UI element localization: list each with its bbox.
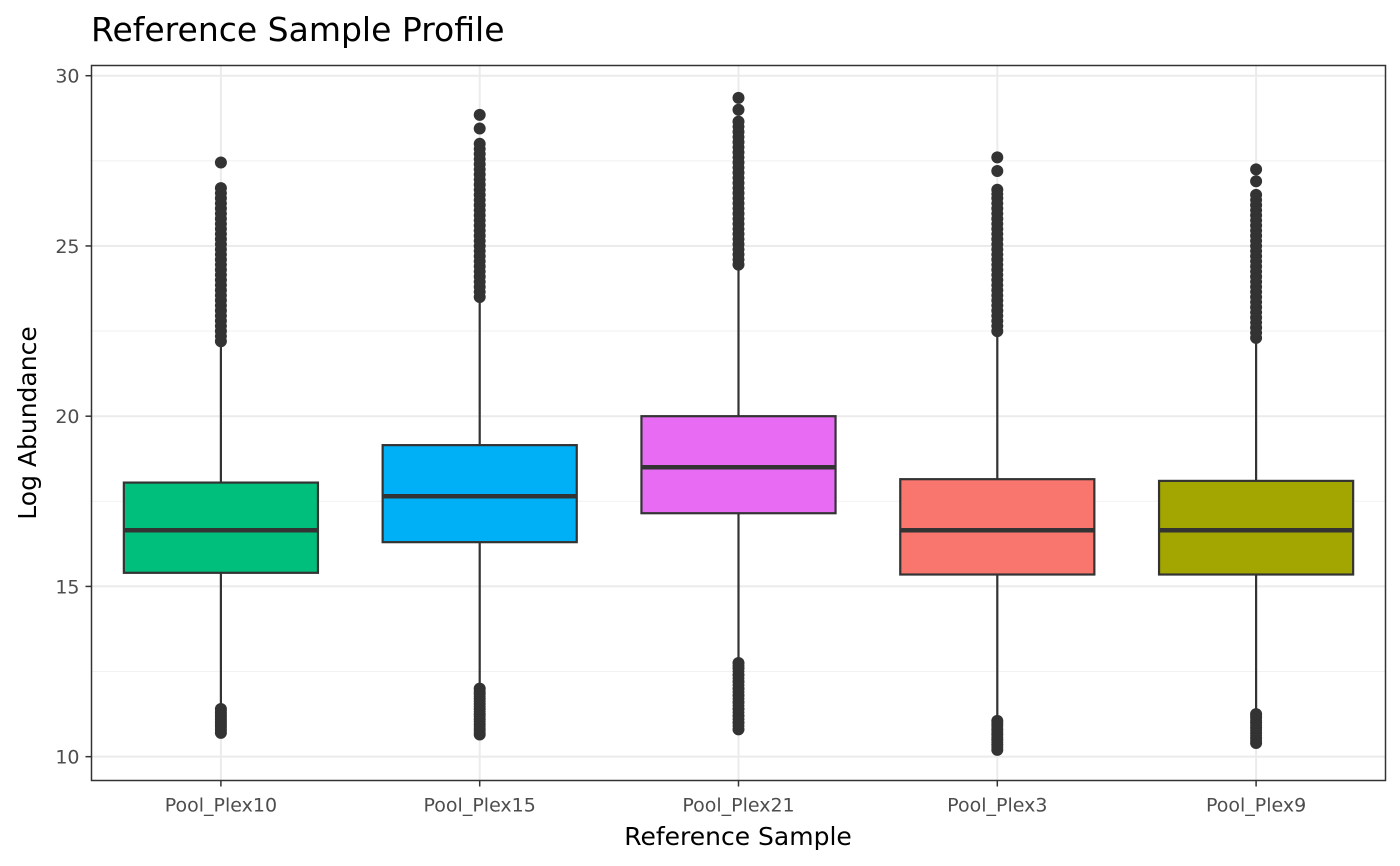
box-pool-plex21 — [640, 91, 837, 736]
x-tick-label: Pool_Plex3 — [947, 795, 1047, 817]
outlier-high — [1250, 175, 1263, 188]
y-axis: 10 15 20 25 30 — [55, 66, 92, 769]
outlier-low — [991, 714, 1004, 727]
box-iqr — [1157, 479, 1355, 576]
outlier-high — [732, 115, 745, 128]
box-iqr — [122, 481, 320, 574]
outlier-high — [732, 91, 745, 104]
box-pool-plex15 — [381, 108, 578, 741]
outlier-high — [473, 108, 486, 121]
outlier-high — [214, 156, 227, 169]
outlier-high — [991, 165, 1004, 178]
outlier-low — [1250, 708, 1263, 721]
y-tick-label: 30 — [55, 66, 79, 88]
outlier-high — [473, 122, 486, 135]
box-iqr — [381, 444, 578, 544]
box-pool-plex3 — [899, 151, 1096, 756]
y-tick-label: 25 — [55, 236, 79, 258]
outlier-low — [214, 703, 227, 715]
box-iqr — [899, 478, 1096, 576]
x-tick-label: Pool_Plex9 — [1206, 795, 1306, 817]
box-pool-plex10 — [122, 156, 320, 739]
outlier-high — [473, 137, 486, 150]
x-axis-title: Reference Sample — [624, 822, 852, 851]
y-tick-label: 15 — [55, 576, 79, 598]
x-tick-label: Pool_Plex21 — [682, 795, 794, 817]
outlier-high — [991, 183, 1004, 196]
y-tick-label: 20 — [55, 406, 79, 428]
outlier-low — [473, 682, 486, 695]
x-axis: Pool_Plex10 Pool_Plex15 Pool_Plex21 Pool_Pl… — [165, 780, 1306, 817]
x-tick-label: Pool_Plex15 — [424, 795, 536, 817]
outlier-high — [732, 103, 745, 116]
x-tick-label: Pool_Plex10 — [165, 795, 277, 817]
outlier-high — [1250, 163, 1263, 176]
box-series — [122, 91, 1355, 756]
outlier-high — [214, 182, 227, 195]
outlier-high — [1250, 188, 1263, 201]
chart-title: Reference Sample Profile — [91, 10, 505, 49]
box-iqr — [640, 415, 837, 515]
y-axis-title: Log Abundance — [13, 326, 42, 519]
box-pool-plex9 — [1157, 163, 1355, 750]
outlier-high — [991, 151, 1004, 164]
outlier-low — [732, 657, 745, 670]
y-tick-label: 10 — [55, 747, 79, 769]
